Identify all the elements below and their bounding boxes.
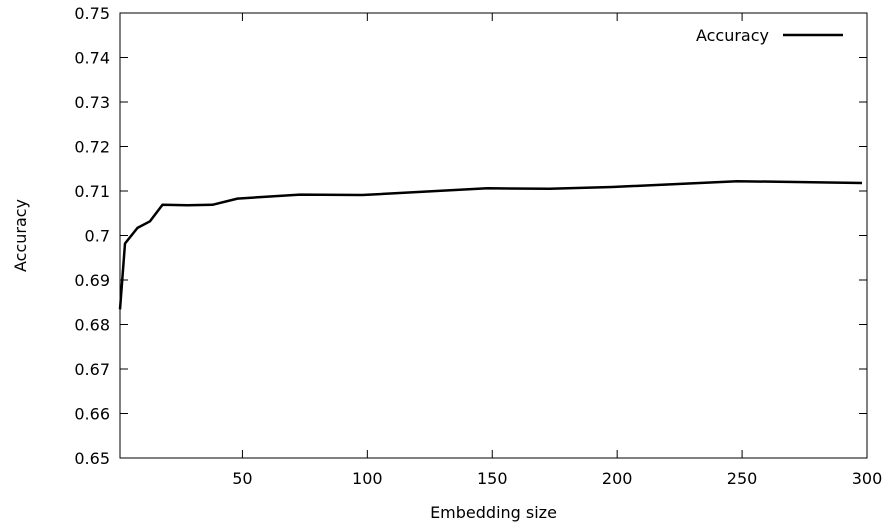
x-tick-label: 250 [727,469,758,488]
y-tick-label: 0.74 [74,49,110,68]
legend: Accuracy [696,26,843,45]
x-tick-label: 300 [852,469,883,488]
x-tick-label: 100 [352,469,383,488]
series-layer [118,179,863,310]
tick-labels: 0.65 0.66 0.67 0.68 0.69 0.7 0.71 0.72 0.73 0.74 0… [74,4,882,488]
y-tick-label: 0.67 [74,360,110,379]
y-tick-label: 0.73 [74,93,110,112]
y-tick-label: 0.75 [74,4,110,23]
x-tick-label: 200 [602,469,633,488]
y-tick-label: 0.68 [74,316,110,335]
y-axis-label: Accuracy [11,199,30,272]
plot-frame [119,12,868,459]
legend-label-accuracy: Accuracy [696,26,769,45]
y-tick-label: 0.71 [74,182,110,201]
series-line-accuracy [118,179,863,310]
y-tick-label: 0.66 [74,405,110,424]
y-tick-label: 0.69 [74,271,110,290]
y-tick-label: 0.7 [85,227,110,246]
x-axis-label: Embedding size [430,503,557,522]
y-tick-label: 0.65 [74,449,110,468]
y-tick-label: 0.72 [74,138,110,157]
x-tick-label: 50 [232,469,252,488]
x-tick-label: 150 [477,469,508,488]
axis-ticks [120,12,868,459]
